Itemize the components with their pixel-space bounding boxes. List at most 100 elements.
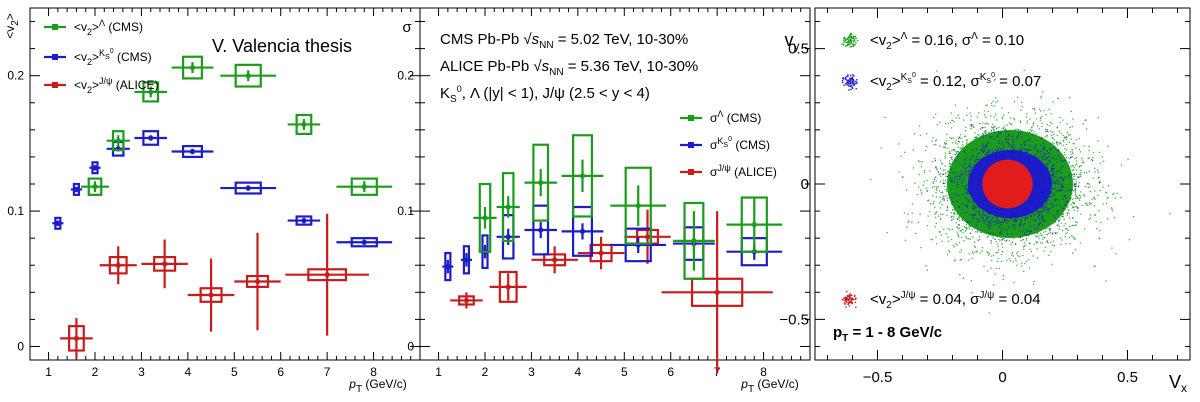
velocity-dot bbox=[1037, 172, 1039, 174]
velocity-dot bbox=[976, 161, 978, 164]
velocity-dot bbox=[1070, 197, 1072, 200]
velocity-dot bbox=[948, 174, 951, 176]
velocity-dot bbox=[1044, 193, 1046, 195]
velocity-dot bbox=[1074, 248, 1077, 251]
velocity-dot bbox=[1001, 222, 1003, 225]
velocity-dot bbox=[1050, 199, 1052, 201]
velocity-dot bbox=[983, 110, 986, 112]
sigma-point-0-2 bbox=[524, 143, 557, 222]
velocity-dot bbox=[937, 170, 940, 172]
velocity-dot bbox=[960, 192, 962, 195]
velocity-dot bbox=[970, 199, 972, 201]
velocity-dot bbox=[1044, 246, 1047, 249]
velocity-dot bbox=[1053, 222, 1055, 224]
velocity-dot bbox=[1058, 211, 1060, 213]
velocity-dot bbox=[1020, 157, 1022, 160]
sigma-point-0-3-sys bbox=[571, 134, 594, 218]
velocity-dot bbox=[1044, 202, 1047, 204]
velocity-dot bbox=[947, 240, 950, 242]
velocity-dot bbox=[1023, 223, 1025, 225]
velocity-dot bbox=[990, 255, 993, 257]
v2-legend-lambda: <v2>Λ (CMS) bbox=[44, 18, 143, 37]
velocity-dot bbox=[997, 150, 999, 152]
velocity-dot bbox=[1045, 153, 1047, 155]
velocity-dot bbox=[939, 180, 942, 183]
velocity-dot bbox=[1058, 215, 1060, 218]
velocity-dot bbox=[936, 124, 938, 126]
velocity-dot bbox=[950, 127, 953, 129]
velocity-dot bbox=[971, 251, 974, 253]
velocity-dot bbox=[1009, 220, 1011, 222]
velocity-dot bbox=[1028, 160, 1030, 163]
velocity-dot bbox=[992, 230, 994, 232]
velocity-dot bbox=[1058, 187, 1061, 190]
velocity-dot bbox=[961, 196, 963, 199]
velocity-dot bbox=[1064, 147, 1066, 150]
velocity-dot bbox=[950, 212, 952, 214]
velocity-dot bbox=[955, 151, 958, 154]
velocity-dot bbox=[925, 265, 927, 267]
velocity-dot bbox=[965, 214, 967, 216]
velocity-dot bbox=[970, 205, 972, 207]
velocity-dot bbox=[1054, 214, 1057, 216]
velocity-dot bbox=[1027, 234, 1029, 236]
velocity-dot bbox=[954, 104, 957, 106]
velocity-dot bbox=[983, 206, 986, 208]
velocity-dot bbox=[1000, 134, 1003, 136]
velocity-dot bbox=[996, 147, 999, 149]
sigma-legend-jpsi: σJ/ψ (ALICE) bbox=[680, 163, 777, 179]
velocity-dot bbox=[986, 162, 989, 164]
v2-panel-ytick-label: 0.2 bbox=[7, 69, 24, 83]
velocity-dot bbox=[952, 201, 954, 203]
velocity-dot bbox=[1049, 157, 1051, 159]
velocity-dot bbox=[950, 170, 953, 173]
velocity-dot bbox=[981, 127, 983, 129]
velocity-dot bbox=[1025, 229, 1028, 231]
velocity-dot bbox=[951, 238, 953, 241]
velocity-dot bbox=[1002, 278, 1004, 281]
v2-legend-k0s: <v2>KS0 (CMS) bbox=[44, 48, 152, 67]
velocity-dot bbox=[1009, 232, 1011, 234]
velocity-dot bbox=[1052, 221, 1054, 223]
velocity-dot bbox=[953, 189, 956, 191]
velocity-dot bbox=[1019, 222, 1021, 225]
velocity-dot bbox=[956, 181, 958, 184]
velocity-dot bbox=[975, 199, 978, 201]
velocity-dot bbox=[1015, 140, 1017, 142]
velocity-dot bbox=[1029, 220, 1032, 222]
velocity-dot bbox=[1073, 182, 1076, 184]
velocity-dot bbox=[971, 165, 973, 167]
velocity-dot bbox=[950, 177, 952, 180]
velocity-dot bbox=[1097, 169, 1099, 171]
velocity-dot bbox=[1044, 204, 1046, 207]
velocity-dot bbox=[957, 151, 960, 153]
velocity-dot bbox=[949, 192, 952, 195]
velocity-dot bbox=[1036, 228, 1038, 230]
velocity-dot bbox=[1071, 180, 1073, 182]
velocity-dot bbox=[980, 228, 982, 230]
velocity-dot bbox=[1019, 121, 1022, 123]
velocity-dot bbox=[993, 219, 995, 222]
velocity-dot bbox=[1023, 210, 1026, 213]
velocity-dot bbox=[954, 182, 957, 184]
velocity-dot bbox=[1058, 164, 1060, 166]
velocity-dot bbox=[954, 207, 956, 209]
velocity-dot bbox=[956, 226, 958, 228]
velocity-dot bbox=[995, 143, 997, 145]
velocity-dot bbox=[1021, 265, 1023, 267]
velocity-dot bbox=[1101, 156, 1103, 158]
velocity-dot bbox=[960, 188, 962, 190]
velocity-dot bbox=[1051, 215, 1053, 217]
velocity-dot bbox=[1050, 130, 1052, 133]
velocity-dot bbox=[1027, 132, 1029, 134]
velocity-dot bbox=[1045, 202, 1048, 204]
velocity-dot bbox=[1089, 217, 1092, 219]
velocity-dot bbox=[956, 178, 958, 181]
velocity-dot bbox=[935, 192, 937, 194]
velocity-dot bbox=[1057, 141, 1059, 143]
velocity-dot bbox=[948, 151, 951, 153]
velocity-dot bbox=[989, 204, 992, 206]
velocity-dot bbox=[1035, 193, 1037, 196]
velocity-dot bbox=[1032, 122, 1034, 125]
